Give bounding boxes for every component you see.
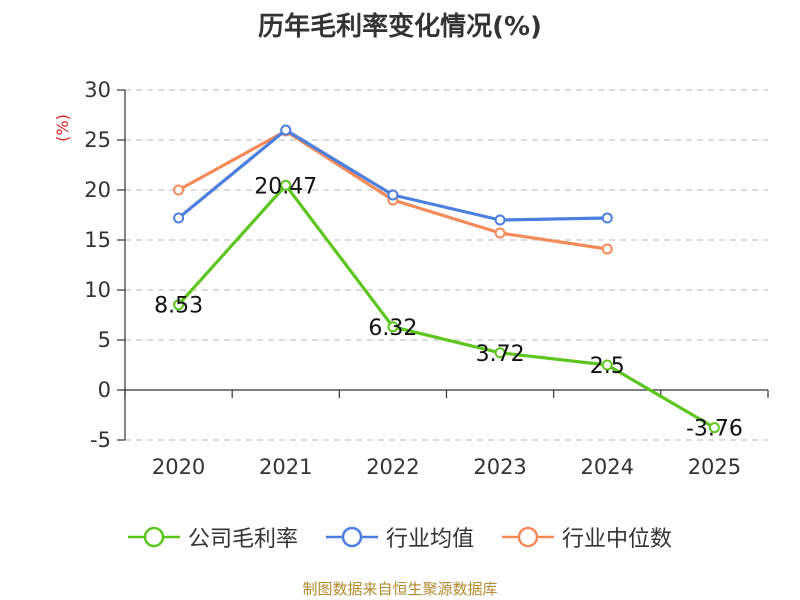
data-label: 6.32 [368, 316, 417, 341]
y-tick-label: 30 [84, 78, 111, 102]
data-source-note: 制图数据来自恒生聚源数据库 [302, 580, 498, 598]
data-point[interactable] [173, 212, 185, 224]
gridlines [125, 89, 768, 441]
data-point[interactable] [601, 359, 613, 371]
y-tick-label: 10 [84, 278, 111, 302]
legend-line-marker-icon [325, 526, 378, 548]
legend-label: 公司毛利率 [187, 527, 298, 552]
legend-label: 行业均值 [385, 527, 474, 552]
y-tick-label: 5 [98, 328, 111, 352]
data-point[interactable] [280, 124, 292, 136]
data-point[interactable] [601, 243, 613, 255]
data-point[interactable] [280, 179, 292, 191]
y-tick-label: 20 [84, 178, 111, 202]
data-point[interactable] [173, 299, 185, 311]
data-point[interactable] [494, 347, 506, 359]
legend-item-industry-mean[interactable]: 行业均值 [325, 521, 474, 553]
y-tick-label: 0 [98, 378, 111, 402]
legend-item-industry-median[interactable]: 行业中位数 [502, 521, 672, 553]
data-label: 20.47 [254, 174, 317, 199]
y-tick-label: 25 [84, 128, 111, 152]
x-tick-label: 2025 [688, 455, 741, 479]
series-lines [173, 124, 720, 434]
legend-item-company-gross-margin[interactable]: 公司毛利率 [127, 521, 298, 553]
series-line [177, 183, 716, 429]
y-tick-label: 15 [84, 228, 111, 252]
data-label: 2.5 [590, 354, 625, 379]
legend: 公司毛利率 行业均值 行业中位数 [0, 520, 800, 554]
data-point[interactable] [387, 189, 399, 201]
legend-line-marker-icon [502, 526, 554, 548]
legend-label: 行业中位数 [562, 527, 673, 552]
x-tick-label: 2021 [259, 455, 312, 479]
data-label: 3.72 [476, 342, 525, 367]
x-tick-label: 2024 [581, 455, 634, 479]
data-point[interactable] [708, 422, 720, 434]
data-point[interactable] [601, 212, 613, 224]
legend-line-marker-icon [127, 526, 180, 548]
data-labels: 8.53 20.47 6.32 3.72 2.5 -3.76 [154, 174, 743, 441]
data-label: -3.76 [686, 417, 743, 442]
y-axis-label: (%) [53, 114, 72, 142]
x-tick-label: 2022 [366, 455, 419, 479]
data-point[interactable] [494, 214, 506, 226]
chart-title: 历年毛利率变化情况(%) [258, 12, 542, 42]
data-point[interactable] [173, 184, 185, 196]
data-label: 8.53 [154, 294, 203, 319]
series-line [177, 128, 608, 222]
x-tick-label: 2023 [473, 455, 526, 479]
data-point[interactable] [494, 227, 506, 239]
data-point[interactable] [387, 321, 399, 333]
x-tick-label: 2020 [152, 455, 205, 479]
y-tick-label: -5 [90, 428, 111, 452]
